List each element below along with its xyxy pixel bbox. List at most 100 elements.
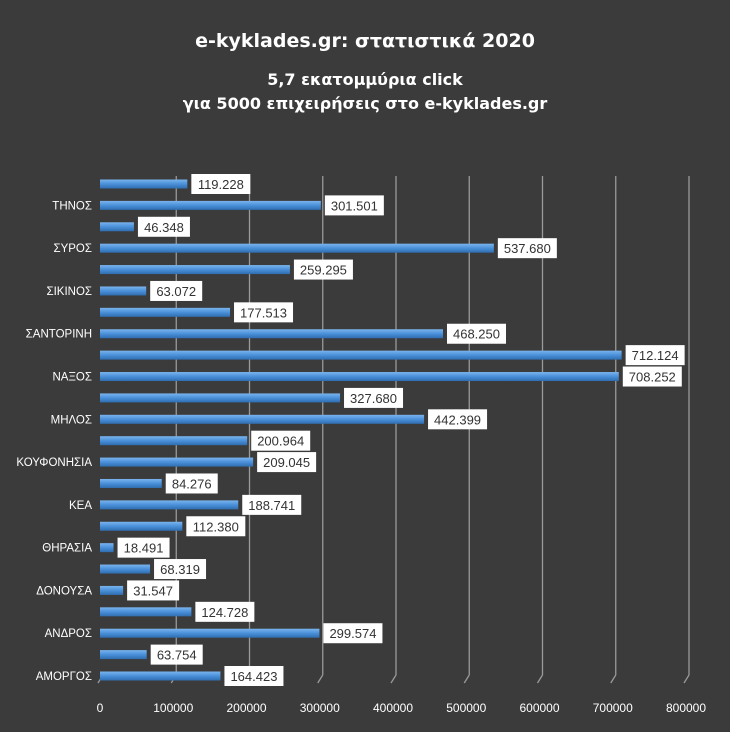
x-tick-label: 300000 <box>300 701 340 715</box>
data-label-box <box>622 366 682 387</box>
data-label: 112.380 <box>193 519 239 534</box>
data-label: 31.547 <box>133 583 173 598</box>
data-label: 327.680 <box>350 391 397 406</box>
x-tick-label: 400000 <box>373 701 413 715</box>
y-category-label: ΣΑΝΤΟΡΙΝΗ <box>26 329 92 341</box>
data-label-box <box>242 494 302 515</box>
data-label-box <box>234 302 294 323</box>
bar <box>100 650 147 660</box>
x-tick-label: 600000 <box>519 701 559 715</box>
data-label: 708.252 <box>629 370 676 385</box>
data-label-box <box>165 473 218 494</box>
y-category-label: ΤΗΝΟΣ <box>52 200 92 212</box>
x-tick-label: 500000 <box>446 701 486 715</box>
bar <box>100 329 443 339</box>
gridline-foot <box>317 674 324 684</box>
data-label: 119.228 <box>198 177 244 192</box>
gridline-foot <box>463 674 470 684</box>
x-tick-label: 0 <box>97 701 104 715</box>
bar <box>100 628 320 638</box>
data-label-box <box>625 345 685 366</box>
chart-subtitle-line-2: για 5000 επιχειρήσεις στο e-kyklades.gr <box>182 94 548 113</box>
data-label-box <box>154 559 207 580</box>
data-label: 188.741 <box>248 498 295 513</box>
bar <box>100 222 134 232</box>
bar <box>100 265 290 275</box>
data-label: 301.501 <box>331 198 378 213</box>
data-label: 63.754 <box>157 648 197 663</box>
y-category-label: ΚΕΑ <box>69 500 92 512</box>
bar <box>100 585 124 595</box>
bar <box>100 521 183 531</box>
bar <box>100 372 619 382</box>
data-label: 712.124 <box>632 348 679 363</box>
data-label-box <box>127 580 180 601</box>
x-tick-label: 100000 <box>153 701 193 715</box>
data-label: 68.319 <box>160 562 200 577</box>
bar <box>100 607 192 617</box>
y-category-label: ΣΥΡΟΣ <box>53 243 92 255</box>
data-label-box <box>150 644 203 665</box>
bar <box>100 457 254 467</box>
data-label-box <box>224 666 284 686</box>
bar <box>100 414 425 424</box>
bar <box>100 543 114 553</box>
bar <box>100 179 188 189</box>
data-label-box <box>446 323 506 344</box>
data-label-box <box>195 601 255 622</box>
data-label: 18.491 <box>124 541 164 556</box>
data-label-box <box>497 238 557 259</box>
data-label-box <box>251 430 311 451</box>
y-category-label: ΣΙΚΙΝΟΣ <box>46 286 92 298</box>
bar <box>100 350 622 360</box>
data-label: 299.574 <box>329 626 376 641</box>
x-tick-label: 200000 <box>226 701 266 715</box>
data-label: 442.399 <box>434 412 481 427</box>
data-label-box <box>191 174 251 194</box>
data-label: 209.045 <box>263 455 310 470</box>
data-label: 124.728 <box>201 605 248 620</box>
bar <box>100 436 248 446</box>
data-label-box <box>186 516 246 537</box>
bar <box>100 671 221 681</box>
data-label-box <box>137 216 190 237</box>
y-category-label: ΚΟΥΦΟΝΗΣΙΑ <box>16 457 92 469</box>
chart-title: e-kyklades.gr: στατιστικά 2020 <box>195 30 535 52</box>
data-label: 46.348 <box>144 220 184 235</box>
data-label-box <box>324 195 384 216</box>
gridline-foot <box>610 674 617 684</box>
bar <box>100 307 231 317</box>
x-tick-label: 800000 <box>666 701 706 715</box>
data-label: 259.295 <box>300 263 347 278</box>
data-label-box <box>293 259 353 280</box>
data-label: 177.513 <box>240 305 287 320</box>
data-label-box <box>323 623 383 644</box>
data-label: 468.250 <box>453 327 500 342</box>
y-category-label: ΜΗΛΟΣ <box>51 414 92 426</box>
gridline-foot <box>390 674 397 684</box>
bar <box>100 564 151 574</box>
bar <box>100 478 162 488</box>
gridline-foot <box>536 674 544 684</box>
bar <box>100 243 494 253</box>
data-label: 537.680 <box>504 241 551 256</box>
data-label: 84.276 <box>172 476 212 491</box>
data-label-box <box>344 387 404 408</box>
x-tick-label: 700000 <box>593 701 633 715</box>
bar <box>100 393 341 403</box>
data-label: 164.423 <box>230 669 277 684</box>
y-category-label: ΝΑΞΟΣ <box>52 372 92 384</box>
chart-subtitle-line-1: 5,7 εκατομμύρια click <box>267 70 463 89</box>
bar <box>100 200 321 210</box>
y-category-label: ΑΜΟΡΓΟΣ <box>36 671 92 683</box>
bar <box>100 500 239 510</box>
data-label: 200.964 <box>257 434 304 449</box>
data-label-box <box>117 537 170 558</box>
y-category-label: ΔΟΝΟΥΣΑ <box>36 585 92 597</box>
data-label-box <box>150 280 203 301</box>
data-label-box <box>257 452 317 473</box>
y-category-label: ΘΗΡΑΣΙΑ <box>42 543 92 555</box>
data-label: 63.072 <box>156 284 196 299</box>
